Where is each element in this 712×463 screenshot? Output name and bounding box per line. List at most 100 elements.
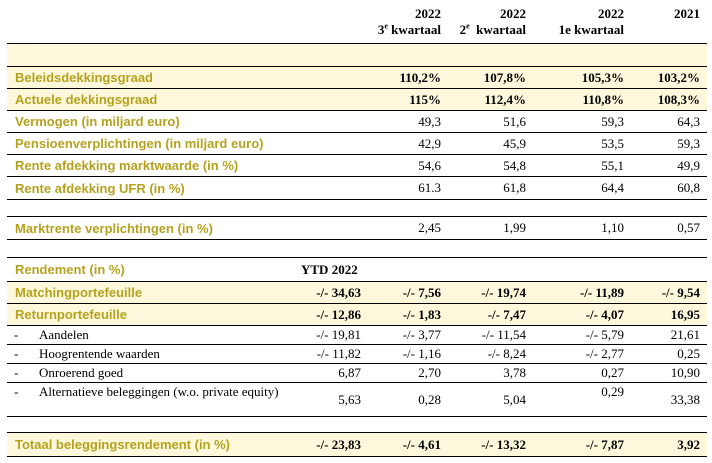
row-label: Matchingportefeuille (15, 285, 143, 300)
value-q2-2022: 107,8% (483, 69, 526, 85)
value-2021: 0,25 (677, 346, 700, 361)
divider (7, 110, 707, 111)
divider (7, 66, 707, 67)
divider (7, 176, 707, 177)
value-ytd-2022: 6,87 (338, 365, 361, 380)
value-ytd-2022: -/- 23,83 (316, 436, 361, 452)
header-q1-2022: 2022 1e kwartaal (535, 6, 624, 40)
value-2021: 49,9 (677, 157, 700, 173)
value-q2-2022: 1,99 (503, 220, 526, 235)
ytd-header: YTD 2022 (301, 261, 358, 277)
value-q1-2022: 64,4 (601, 180, 624, 195)
value-q3-2022: 110,2% (399, 69, 441, 85)
table-row-matchingportefeuille: Matchingportefeuille -/- 34,63 -/- 7,56 … (7, 282, 707, 303)
value-q1-2022: 59,3 (601, 113, 624, 129)
value-q1-2022: -/- 7,87 (585, 436, 624, 452)
row-label: Aandelen (39, 327, 89, 342)
value-2021: -/- 9,54 (661, 284, 700, 300)
value-2021: 60,8 (677, 180, 700, 195)
header-year: 2022 (598, 6, 624, 21)
value-2021: 21,61 (670, 327, 700, 342)
row-label: Marktrente verplichtingen (in %) (15, 220, 213, 236)
value-q1-2022: -/- 11,89 (579, 284, 624, 300)
value-q2-2022: -/- 19,74 (481, 284, 526, 300)
divider (7, 281, 707, 282)
table-row-beleidsdekkingsgraad: Beleidsdekkingsgraad 110,2% 107,8% 105,3… (7, 67, 707, 88)
value-q1-2022: 105,3% (581, 69, 624, 85)
spacer-row (7, 200, 707, 216)
row-label: Pensioenverplichtingen (in miljard euro) (15, 136, 264, 151)
value-q3-2022: 42,9 (418, 135, 441, 151)
spacer-row (7, 44, 707, 66)
divider (7, 416, 707, 417)
table-row-totaal: Totaal beleggingsrendement (in %) -/- 23… (7, 433, 707, 456)
divider (7, 257, 707, 258)
value-q2-2022: 112,4% (484, 91, 526, 107)
header-row: 2022 3e kwartaal 2022 2e kwartaal 2022 1… (7, 6, 707, 42)
value-q2-2022: 45,9 (503, 135, 526, 151)
value-q1-2022: 110,8% (582, 91, 624, 107)
value-q3-2022: -/- 1,83 (402, 306, 441, 322)
value-q3-2022: -/- 1,16 (402, 346, 441, 361)
value-q2-2022: 61,8 (503, 180, 526, 195)
divider (7, 456, 707, 457)
value-ytd-2022: 5,63 (338, 391, 361, 407)
value-q3-2022: 49,3 (418, 113, 441, 129)
table-row-onroerend-goed: - Onroerend goed 6,87 2,70 3,78 0,27 10,… (7, 364, 707, 382)
value-ytd-2022: -/- 34,63 (316, 284, 361, 300)
value-q3-2022: -/- 7,56 (402, 284, 441, 300)
header-quarter: 3e kwartaal (377, 21, 441, 37)
table-row-rendement-header: Rendement (in %) YTD 2022 (7, 258, 707, 281)
divider (7, 344, 707, 345)
value-q3-2022: 0,28 (418, 391, 441, 407)
value-q2-2022: 51,6 (503, 113, 526, 129)
value-q1-2022: 0,27 (601, 365, 624, 380)
spacer-row (7, 240, 707, 257)
value-q3-2022: -/- 4,61 (402, 436, 441, 452)
divider (7, 303, 707, 304)
value-q1-2022: -/- 2,77 (585, 346, 624, 361)
value-q3-2022: 54,6 (418, 157, 441, 173)
value-2021: 16,95 (670, 306, 700, 322)
value-2021: 103,2% (657, 69, 700, 85)
divider (7, 382, 707, 383)
value-q2-2022: 5,04 (503, 391, 526, 407)
table-row-hoogrentende-waarden: - Hoogrentende waarden -/- 11,82 -/- 1,1… (7, 345, 707, 363)
row-label: Returnportefeuille (15, 307, 127, 322)
header-year: 2021 (674, 6, 700, 21)
header-quarter: 2e kwartaal (459, 21, 526, 37)
value-q1-2022: 0,29 (601, 384, 624, 399)
row-label: Totaal beleggingsrendement (in %) (15, 437, 231, 452)
value-q3-2022: 115% (409, 91, 441, 107)
table-row-actuele-dekkingsgraad: Actuele dekkingsgraad 115% 112,4% 110,8%… (7, 89, 707, 110)
row-label: Rente afdekking UFR (in %) (15, 180, 185, 196)
value-q2-2022: -/- 13,32 (481, 436, 526, 452)
table-row-returnportefeuille: Returnportefeuille -/- 12,86 -/- 1,83 -/… (7, 304, 707, 325)
divider (7, 199, 707, 200)
bullet-dash: - (14, 327, 19, 342)
value-ytd-2022: -/- 12,86 (316, 306, 361, 322)
divider (7, 363, 707, 364)
divider (7, 88, 707, 89)
divider (7, 43, 707, 44)
value-q2-2022: -/- 11,54 (481, 327, 526, 342)
header-q2-2022: 2022 2e kwartaal (446, 6, 526, 40)
header-year: 2022 (415, 6, 441, 21)
header-2021: 2021 (634, 6, 700, 40)
row-label: Alternatieve beleggingen (w.o. private e… (39, 384, 279, 399)
row-label: Onroerend goed (39, 365, 124, 380)
table-row-alternatieve-beleggingen: - Alternatieve beleggingen (w.o. private… (7, 383, 707, 416)
header-quarter: 1e kwartaal (558, 22, 624, 37)
table-row-pensioenverplichtingen: Pensioenverplichtingen (in miljard euro)… (7, 133, 707, 154)
value-q1-2022: -/- 5,79 (585, 327, 624, 342)
value-q1-2022: 55,1 (601, 157, 624, 173)
table-row-vermogen: Vermogen (in miljard euro) 49,3 51,6 59,… (7, 111, 707, 132)
value-q1-2022: 53,5 (601, 135, 624, 151)
value-2021: 0,57 (677, 220, 700, 235)
value-q1-2022: -/- 4,07 (585, 306, 624, 322)
row-label: Actuele dekkingsgraad (15, 92, 158, 107)
bullet-dash: - (14, 384, 19, 399)
row-label: Hoogrentende waarden (39, 346, 160, 361)
spacer-row (7, 417, 707, 432)
value-2021: 59,3 (677, 135, 700, 151)
